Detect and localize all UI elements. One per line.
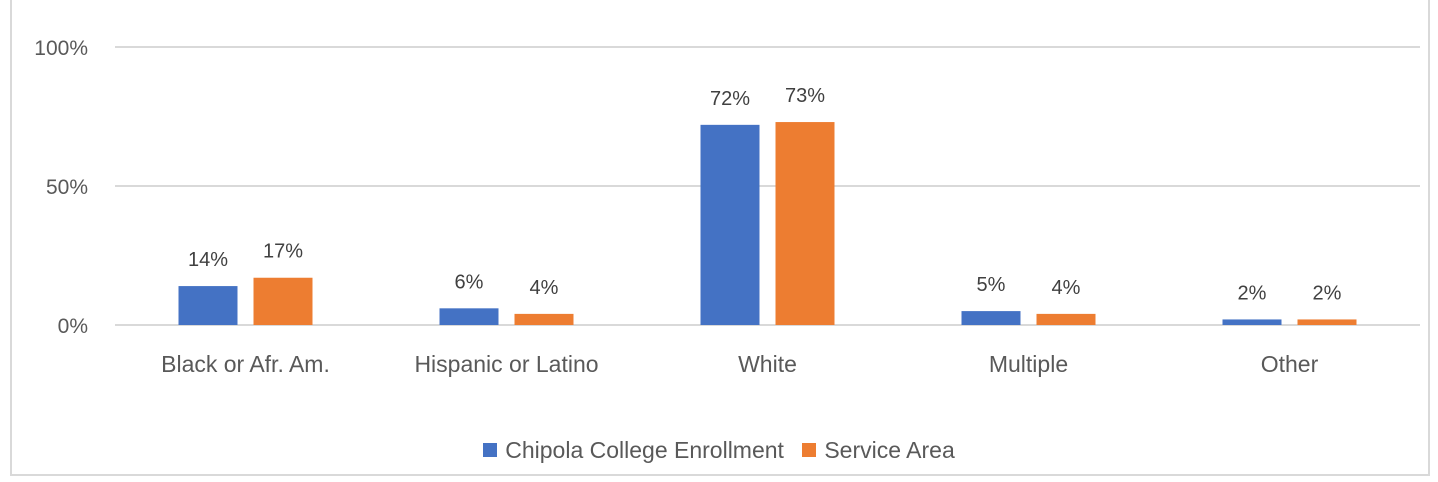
- category-label-1: Hispanic or Latino: [414, 351, 598, 377]
- legend-swatch-series-0: [483, 443, 498, 457]
- category-label-4: Other: [1261, 351, 1319, 377]
- data-label-0-2: 72%: [710, 88, 750, 110]
- category-label-2: White: [738, 351, 797, 377]
- bar-1-2: [775, 122, 835, 325]
- bar-0-0: [178, 286, 238, 325]
- bar-1-4: [1297, 319, 1357, 325]
- y-tick-label-2: 100%: [34, 37, 88, 60]
- bar-1-0: [253, 277, 313, 325]
- bar-0-1: [439, 308, 499, 325]
- bar-0-4: [1222, 319, 1282, 325]
- category-label-3: Multiple: [989, 351, 1068, 377]
- category-label-0: Black or Afr. Am.: [161, 351, 330, 377]
- legend-label-series-1: Service Area: [824, 436, 955, 463]
- legend-item-series-0: Chipola College Enrollment: [483, 437, 784, 464]
- data-label-1-2: 73%: [785, 85, 825, 107]
- legend-item-series-1: Service Area: [802, 436, 955, 464]
- data-label-0-4: 2%: [1238, 282, 1267, 304]
- data-label-1-4: 2%: [1313, 282, 1342, 304]
- data-label-0-0: 14%: [188, 249, 228, 271]
- data-label-1-1: 4%: [530, 277, 559, 299]
- data-label-0-3: 5%: [977, 274, 1006, 296]
- legend-label-series-0: Chipola College Enrollment: [505, 436, 784, 463]
- data-label-1-3: 4%: [1052, 277, 1081, 299]
- data-label-1-0: 17%: [263, 241, 303, 263]
- data-label-0-1: 6%: [455, 271, 484, 293]
- bar-1-3: [1036, 313, 1096, 325]
- y-tick-label-0: 0%: [58, 315, 88, 338]
- y-tick-label-1: 50%: [46, 176, 88, 199]
- bar-0-2: [700, 124, 760, 325]
- bar-1-1: [514, 313, 574, 325]
- chart-legend: Chipola College Enrollment Service Area: [0, 436, 1438, 464]
- legend-swatch-series-1: [802, 443, 817, 457]
- bar-0-3: [961, 311, 1021, 325]
